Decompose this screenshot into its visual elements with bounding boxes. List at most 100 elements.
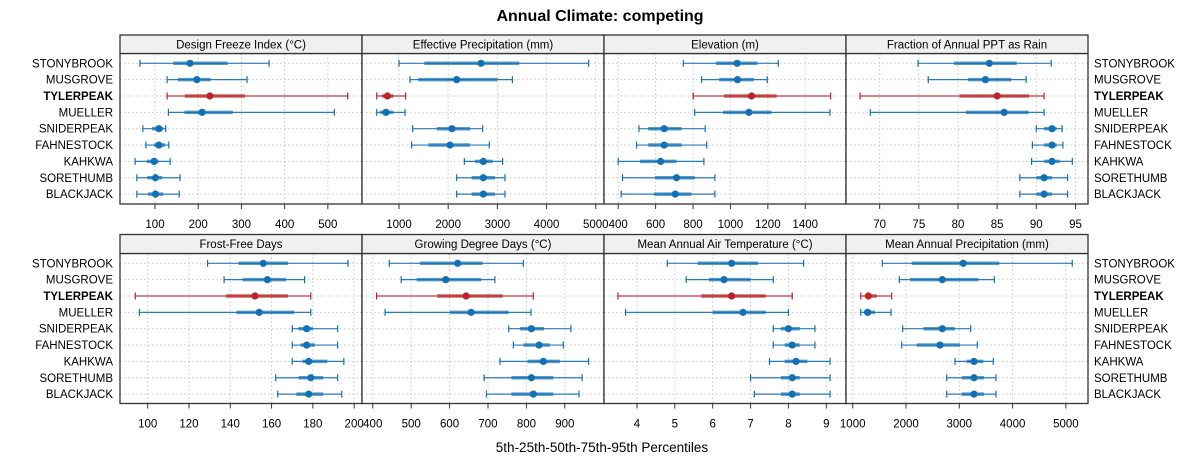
interval-musgrove [223, 276, 306, 284]
panel-fraction-of-annual-ppt-as-rain: Fraction of Annual PPT as Rain 70 75 80 85 90… [845, 34, 1089, 231]
interval-stonybrook [666, 259, 805, 267]
interval-blackjack [1019, 190, 1069, 198]
interval-kahkwa [617, 157, 705, 165]
interval-tylerpeak [860, 292, 893, 300]
median-point [263, 276, 272, 284]
interval-kahkwa [768, 357, 831, 365]
median-point [1040, 190, 1048, 198]
x-tick-label: 500 [402, 419, 421, 431]
y-label-right: SNIDERPEAK [1094, 324, 1168, 336]
panel-title: Mean Annual Precipitation (mm) [885, 239, 1049, 251]
median-point [259, 259, 267, 267]
median-point [446, 141, 454, 149]
median-point [970, 374, 978, 382]
median-point [1048, 125, 1056, 133]
median-point [728, 259, 736, 267]
interval-mueller [384, 308, 532, 316]
y-label-right: SORETHUMB [1094, 373, 1168, 385]
median-point [864, 292, 872, 300]
x-tick-label: 4 [634, 419, 641, 431]
interval-blackjack [485, 390, 580, 398]
panel-strip [845, 233, 1089, 255]
median-point [959, 259, 967, 267]
x-tick-label: 6 [709, 419, 715, 431]
median-point [720, 276, 728, 284]
median-point [206, 92, 214, 100]
median-point [936, 341, 944, 349]
x-tick-label: 100 [138, 419, 157, 431]
interval-kahkwa [499, 357, 590, 365]
interval-tylerpeak [692, 92, 832, 100]
interval-sorethumb [456, 174, 506, 182]
median-point [539, 357, 547, 365]
median-point [303, 341, 311, 349]
interval-mueller [167, 108, 335, 116]
interval-blackjack [753, 390, 831, 398]
median-point [1048, 141, 1056, 149]
interval-mueller [624, 308, 790, 316]
median-point [985, 59, 993, 67]
median-point [527, 374, 536, 382]
interval-blackjack [620, 190, 716, 198]
interval-tylerpeak [375, 292, 534, 300]
panel-title: Effective Precipitation (mm) [413, 40, 554, 52]
median-point [155, 141, 163, 149]
x-tick-label: 90 [1030, 219, 1043, 231]
interval-sorethumb [483, 374, 583, 382]
median-point [747, 92, 756, 100]
x-tick-label: 7 [747, 419, 753, 431]
y-label-left: SORETHUMB [40, 173, 114, 185]
interval-sniderpeak [638, 125, 706, 133]
median-point [993, 92, 1001, 100]
x-tick-label: 700 [478, 419, 497, 431]
interval-sniderpeak [772, 325, 816, 333]
median-point [454, 259, 462, 267]
median-point [739, 308, 747, 316]
panel-title: Growing Degree Days (°C) [415, 239, 552, 251]
panel-frost-free-days: Frost-Free Days 100 120 140 160 180 200 [119, 233, 364, 431]
x-tick-label: 800 [517, 419, 536, 431]
panel-effective-precipitation-mm: Effective Precipitation (mm) 1000 2000 3000… [361, 34, 609, 231]
x-tick-label: 140 [221, 419, 240, 431]
panels: Design Freeze Index (°C) 100 200 300 400 500 E… [119, 34, 1089, 431]
x-tick-label: 80 [952, 219, 965, 231]
y-label-left: MUELLER [59, 107, 113, 119]
median-point [784, 325, 793, 333]
interval-fahnestock [635, 141, 708, 149]
interval-sniderpeak [902, 325, 972, 333]
interval-sorethumb [749, 374, 831, 382]
median-point [792, 357, 800, 365]
x-tick-label: 160 [262, 419, 281, 431]
y-label-left: KAHKWA [64, 356, 114, 368]
interval-tylerpeak [166, 92, 349, 100]
y-label-left: STONYBROOK [32, 258, 113, 270]
y-label-left: MUSGROVE [46, 75, 113, 87]
y-label-left: SNIDERPEAK [39, 124, 113, 136]
interval-blackjack [136, 190, 180, 198]
x-tick-label: 1400 [792, 219, 818, 231]
y-label-right: TYLERPEAK [1094, 91, 1164, 103]
y-label-right: STONYBROOK [1094, 58, 1175, 70]
interval-sorethumb [1019, 174, 1069, 182]
panel-title: Mean Annual Air Temperature (°C) [637, 239, 812, 251]
x-tick-label: 300 [232, 219, 251, 231]
interval-blackjack [277, 390, 343, 398]
panel-title: Design Freeze Index (°C) [176, 40, 306, 52]
y-label-left: KAHKWA [64, 156, 114, 168]
x-tick-label: 85 [991, 219, 1004, 231]
y-label-right: FAHNESTOCK [1094, 340, 1172, 352]
x-tick-label: 500 [318, 219, 337, 231]
y-label-right: MUELLER [1094, 107, 1148, 119]
interval-musgrove [409, 76, 513, 84]
median-point [150, 157, 158, 165]
site-labels: STONYBROOK STONYBROOK MUSGROVE MUSGROVE TYLE… [32, 58, 1175, 401]
median-point [529, 390, 537, 398]
y-label-left: MUSGROVE [46, 275, 113, 287]
interval-kahkwa [463, 157, 504, 165]
median-point [1048, 157, 1056, 165]
x-tick-label: 120 [179, 419, 198, 431]
panel-elevation-m: Elevation (m) 400 600 800 1000 1200 1400 [603, 34, 847, 231]
interval-musgrove [685, 276, 774, 284]
median-point [477, 59, 485, 67]
median-point [672, 174, 681, 182]
